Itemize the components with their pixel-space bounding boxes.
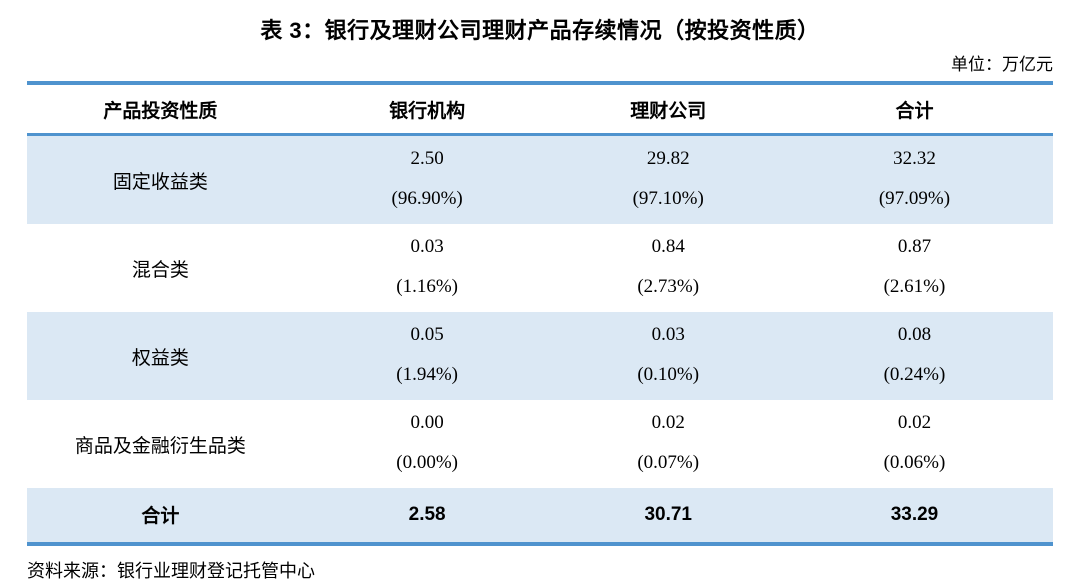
cell-value: 0.84 bbox=[651, 236, 685, 257]
cell: 2.50 (96.90%) bbox=[294, 135, 561, 225]
row-label: 商品及金融衍生品类 bbox=[74, 435, 246, 457]
total-row-label: 合计 bbox=[141, 506, 180, 527]
cell: 0.03 (1.16%) bbox=[294, 224, 561, 312]
table-row-equity: 权益类 0.05 (1.94%) 0.03 (0.10%) 0.08 (0.24… bbox=[27, 312, 1053, 400]
cell-percent: (1.94%) bbox=[396, 364, 458, 385]
cell-value: 0.03 bbox=[410, 236, 444, 257]
column-header-total: 合计 bbox=[775, 83, 1053, 136]
cell-percent: (0.06%) bbox=[883, 452, 946, 473]
table-row-total: 合计 2.58 30.71 33.29 bbox=[27, 488, 1053, 544]
row-label: 固定收益类 bbox=[112, 171, 208, 193]
wealth-products-table: 产品投资性质 银行机构 理财公司 合计 固定收益类 2.50 (96.90%) … bbox=[27, 81, 1053, 546]
cell-value: 0.08 bbox=[897, 324, 932, 345]
total-cell-value: 30.71 bbox=[644, 503, 692, 525]
cell-percent: (2.73%) bbox=[637, 276, 700, 297]
cell: 0.05 (1.94%) bbox=[294, 312, 561, 400]
cell-percent: (0.00%) bbox=[396, 452, 458, 473]
cell-percent: (2.61%) bbox=[883, 276, 946, 297]
unit-label: 单位：万亿元 bbox=[951, 55, 1053, 74]
cell: 0.00 (0.00%) bbox=[294, 400, 561, 488]
cell: 0.02 (0.06%) bbox=[776, 400, 1053, 488]
cell: 0.08 (0.24%) bbox=[776, 312, 1053, 400]
cell-value: 0.02 bbox=[897, 412, 932, 433]
table-row-mixed: 混合类 0.03 (1.16%) 0.84 (2.73%) 0.87 (2.61… bbox=[27, 224, 1053, 312]
cell-value: 32.32 bbox=[893, 148, 936, 169]
cell-value: 0.02 bbox=[651, 412, 685, 433]
cell: 0.84 (2.73%) bbox=[561, 224, 776, 312]
cell-value: 0.05 bbox=[410, 324, 444, 345]
table-title: 表 3：银行及理财公司理财产品存续情况（按投资性质） bbox=[260, 18, 820, 43]
cell-value: 29.82 bbox=[646, 148, 690, 169]
source-note: 资料来源：银行业理财登记托管中心 bbox=[27, 561, 315, 581]
cell-value: 0.03 bbox=[651, 324, 685, 345]
total-cell-value: 33.29 bbox=[890, 503, 939, 525]
cell: 0.03 (0.10%) bbox=[561, 312, 776, 400]
cell: 29.82 (97.10%) bbox=[561, 135, 776, 225]
cell-value: 0.00 bbox=[410, 412, 444, 433]
column-header-wealth-company: 理财公司 bbox=[560, 83, 776, 136]
cell-percent: (0.07%) bbox=[637, 452, 700, 473]
table-header: 产品投资性质 银行机构 理财公司 合计 bbox=[27, 83, 1053, 136]
cell-percent: (1.16%) bbox=[396, 276, 458, 297]
total-cell-value: 2.58 bbox=[408, 503, 446, 525]
column-header-bank: 银行机构 bbox=[293, 83, 561, 136]
cell-percent: (96.90%) bbox=[391, 188, 463, 209]
cell-value: 0.87 bbox=[897, 236, 932, 257]
cell-percent: (0.24%) bbox=[883, 364, 946, 385]
cell-percent: (97.10%) bbox=[632, 188, 704, 209]
table-row-commodity-derivatives: 商品及金融衍生品类 0.00 (0.00%) 0.02 (0.07%) 0.02… bbox=[27, 400, 1053, 488]
cell-percent: (97.09%) bbox=[878, 188, 951, 209]
column-header-category: 产品投资性质 bbox=[27, 83, 294, 136]
row-label: 混合类 bbox=[131, 259, 189, 281]
cell: 32.32 (97.09%) bbox=[776, 135, 1053, 225]
cell: 0.02 (0.07%) bbox=[561, 400, 776, 488]
cell: 0.87 (2.61%) bbox=[776, 224, 1053, 312]
row-label: 权益类 bbox=[131, 347, 189, 369]
cell-value: 2.50 bbox=[410, 148, 444, 169]
cell-percent: (0.10%) bbox=[637, 364, 700, 385]
table-row-fixed-income: 固定收益类 2.50 (96.90%) 29.82 (97.10%) 32.32… bbox=[27, 134, 1053, 225]
